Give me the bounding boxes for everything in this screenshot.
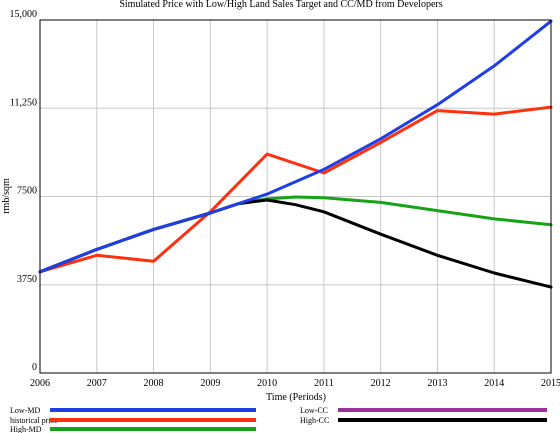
- legend-label-low-cc: Low-CC: [300, 406, 328, 415]
- y-tick-label: 15,000: [10, 9, 38, 20]
- x-tick-label: 2006: [30, 378, 50, 389]
- legend-label-high-cc: High-CC: [300, 416, 329, 425]
- x-tick-label: 2013: [427, 378, 447, 389]
- x-tick-label: 2014: [484, 378, 504, 389]
- x-tick-label: 2010: [257, 378, 277, 389]
- legend-label-low-md: Low-MD: [10, 406, 40, 415]
- x-tick-label: 2009: [200, 378, 220, 389]
- x-tick-label: 2007: [87, 378, 107, 389]
- series-lines: [38, 19, 553, 289]
- x-tick-label: 2011: [314, 378, 334, 389]
- x-tick-label: 2012: [371, 378, 391, 389]
- legend-label-high-md: High-MD: [10, 425, 42, 433]
- x-tick-label: 2008: [144, 378, 164, 389]
- chart-title: Simulated Price with Low/High Land Sales…: [119, 0, 442, 10]
- series-line-high-md: [38, 195, 553, 274]
- series-line-historical-price: [38, 105, 553, 274]
- series-line-low-md: [38, 19, 553, 274]
- y-axis-label: rmb/sqm: [1, 178, 12, 214]
- plot-frame: [39, 19, 552, 374]
- legend-label-historical-price: historical price: [10, 416, 58, 425]
- y-tick-label: 3750: [17, 274, 37, 285]
- y-tick-label: 11,250: [10, 97, 37, 108]
- x-tick-label: 2015: [541, 378, 560, 389]
- y-tick-label: 0: [32, 362, 37, 373]
- x-axis-label: Time (Periods): [266, 392, 326, 403]
- tick-labels: 2006 2007 2008 2009 2010 2011 2012 2013 2014 2015…: [10, 9, 560, 389]
- y-tick-label: 7500: [17, 186, 37, 197]
